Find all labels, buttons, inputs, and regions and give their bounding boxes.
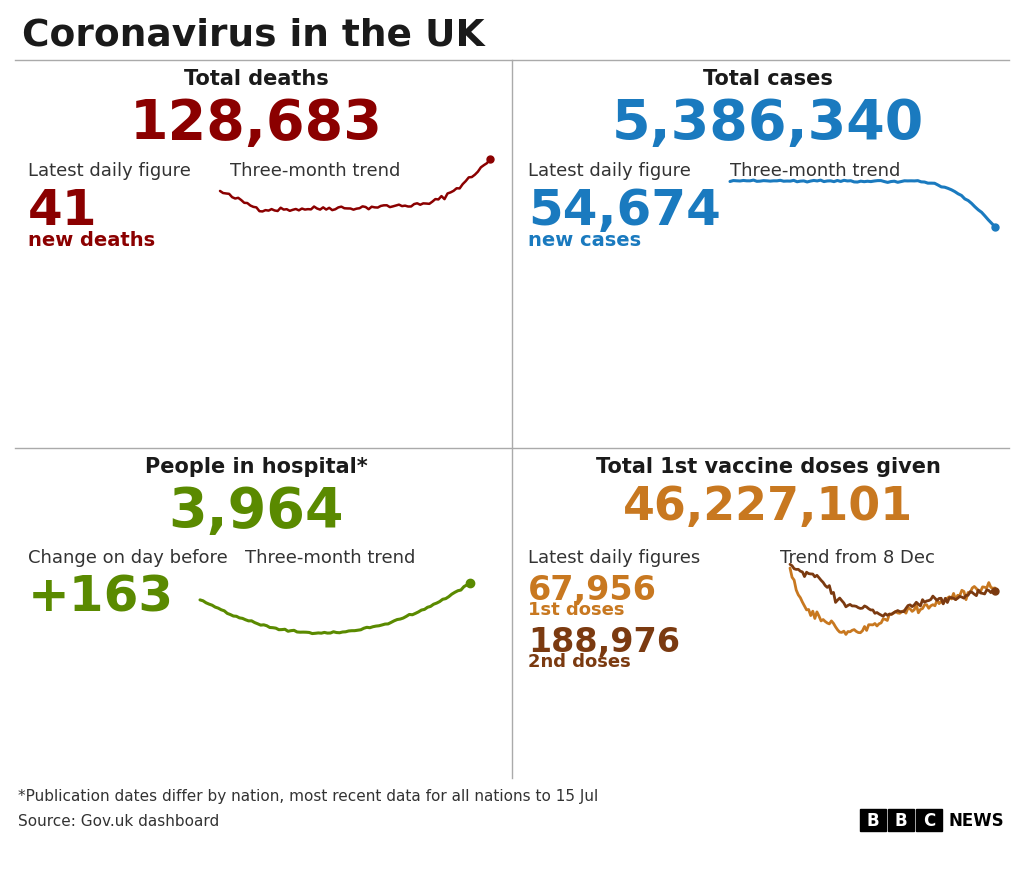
Text: NEWS: NEWS	[948, 811, 1004, 829]
Text: Source: Gov.uk dashboard: Source: Gov.uk dashboard	[18, 813, 219, 828]
Text: Total deaths: Total deaths	[183, 68, 329, 89]
Text: Latest daily figure: Latest daily figure	[528, 162, 691, 180]
Text: Trend from 8 Dec: Trend from 8 Dec	[780, 549, 935, 566]
FancyBboxPatch shape	[916, 810, 942, 831]
Text: new deaths: new deaths	[28, 231, 155, 249]
Text: +163: +163	[28, 573, 174, 622]
Text: Three-month trend: Three-month trend	[245, 549, 416, 566]
Text: Latest daily figure: Latest daily figure	[28, 162, 190, 180]
Text: new cases: new cases	[528, 231, 641, 249]
Text: 54,674: 54,674	[528, 187, 721, 234]
Text: C: C	[923, 811, 935, 829]
Text: 41: 41	[28, 187, 97, 234]
Text: Three-month trend: Three-month trend	[230, 162, 400, 180]
Text: B: B	[866, 811, 880, 829]
Text: People in hospital*: People in hospital*	[144, 457, 368, 477]
Text: *Publication dates differ by nation, most recent data for all nations to 15 Jul: *Publication dates differ by nation, mos…	[18, 788, 598, 803]
Text: Total cases: Total cases	[703, 68, 833, 89]
Text: B: B	[895, 811, 907, 829]
Text: 188,976: 188,976	[528, 625, 680, 658]
FancyBboxPatch shape	[888, 810, 914, 831]
Text: Three-month trend: Three-month trend	[730, 162, 900, 180]
Text: Coronavirus in the UK: Coronavirus in the UK	[22, 17, 484, 53]
Text: 1st doses: 1st doses	[528, 601, 625, 618]
Text: 3,964: 3,964	[168, 485, 344, 538]
Text: 128,683: 128,683	[130, 97, 382, 151]
Text: Total 1st vaccine doses given: Total 1st vaccine doses given	[596, 457, 940, 477]
Text: 67,956: 67,956	[528, 573, 656, 607]
Text: 5,386,340: 5,386,340	[612, 97, 924, 151]
Text: Change on day before: Change on day before	[28, 549, 227, 566]
FancyBboxPatch shape	[860, 810, 886, 831]
Text: Latest daily figures: Latest daily figures	[528, 549, 700, 566]
Text: 2nd doses: 2nd doses	[528, 652, 631, 670]
Text: 46,227,101: 46,227,101	[623, 485, 913, 529]
